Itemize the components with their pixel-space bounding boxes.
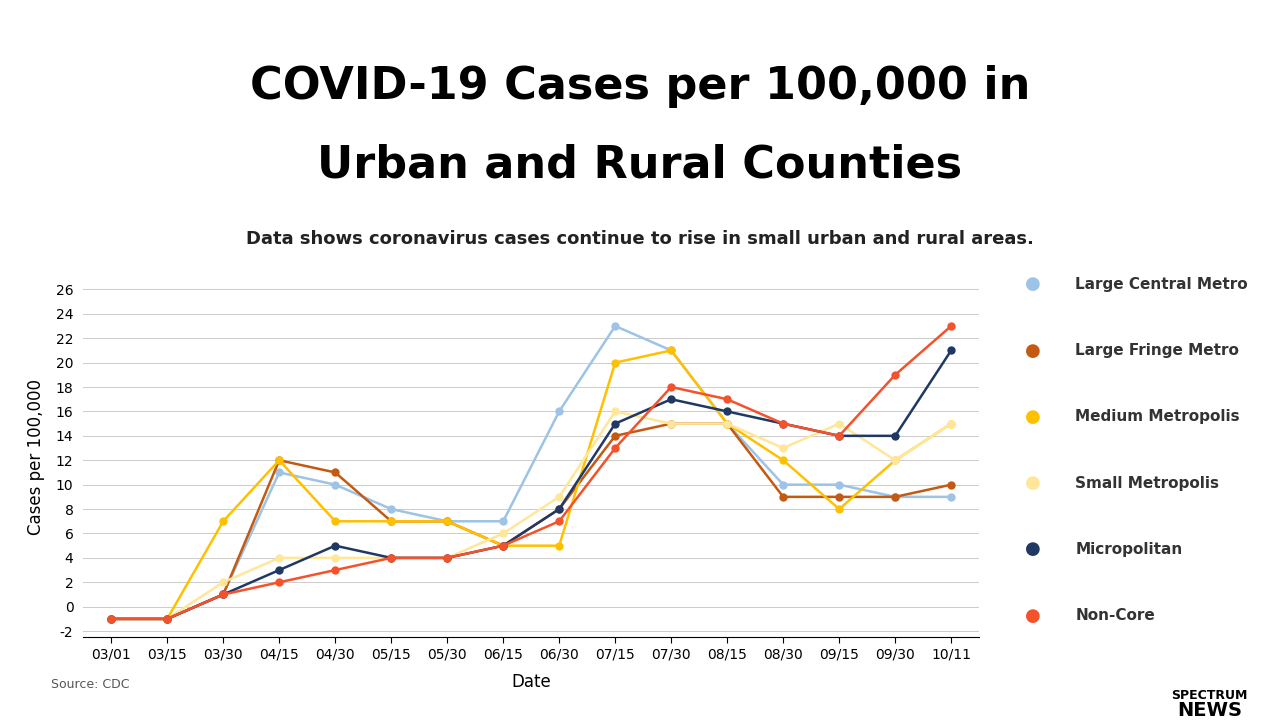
Text: ●: ●: [1025, 474, 1041, 492]
Text: Data shows coronavirus cases continue to rise in small urban and rural areas.: Data shows coronavirus cases continue to…: [246, 230, 1034, 248]
Text: ●: ●: [1025, 606, 1041, 624]
Text: Medium Metropolis: Medium Metropolis: [1075, 410, 1240, 424]
Text: Source: CDC: Source: CDC: [51, 678, 129, 691]
Text: Large Fringe Metro: Large Fringe Metro: [1075, 343, 1239, 358]
Text: Non-Core: Non-Core: [1075, 608, 1155, 623]
Text: Urban and Rural Counties: Urban and Rural Counties: [317, 144, 963, 187]
Text: SPECTRUM: SPECTRUM: [1171, 689, 1248, 702]
Text: ●: ●: [1025, 540, 1041, 559]
Text: ●: ●: [1025, 276, 1041, 294]
Y-axis label: Cases per 100,000: Cases per 100,000: [27, 379, 45, 535]
Text: NEWS: NEWS: [1178, 701, 1242, 720]
Text: COVID-19 Cases per 100,000 in: COVID-19 Cases per 100,000 in: [250, 65, 1030, 108]
Text: Small Metropolis: Small Metropolis: [1075, 476, 1220, 490]
Text: Micropolitan: Micropolitan: [1075, 542, 1183, 557]
Text: Large Central Metro: Large Central Metro: [1075, 277, 1248, 292]
Text: ●: ●: [1025, 408, 1041, 426]
Text: ●: ●: [1025, 341, 1041, 359]
X-axis label: Date: Date: [511, 672, 552, 690]
